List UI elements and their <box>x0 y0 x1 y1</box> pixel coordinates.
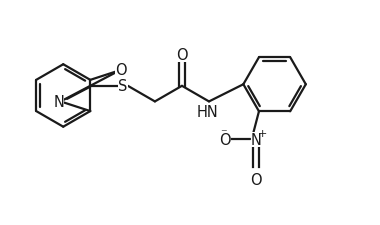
Text: N: N <box>250 132 261 147</box>
Text: O: O <box>176 48 188 63</box>
Text: S: S <box>119 79 128 94</box>
Text: O: O <box>219 132 231 147</box>
Text: HN: HN <box>196 105 218 120</box>
Text: ⁻: ⁻ <box>220 127 226 140</box>
Text: N: N <box>53 94 64 109</box>
Text: +: + <box>258 128 267 138</box>
Text: O: O <box>250 172 262 187</box>
Text: O: O <box>115 63 127 78</box>
